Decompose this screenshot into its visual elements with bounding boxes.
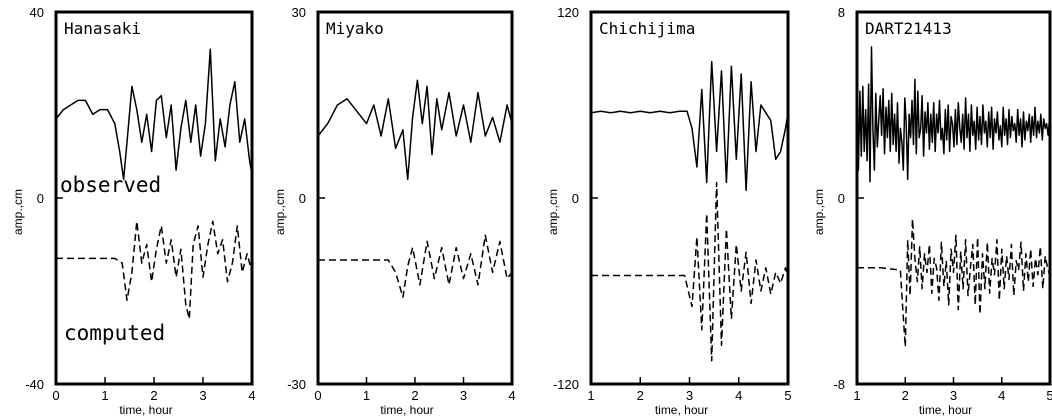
- chart-panel-3: 1 2 3 4 5 120 0 -120 Chichijima time, hour amp.,cm: [546, 5, 792, 417]
- computed-series-line: [56, 220, 253, 320]
- x-tick-label: 0: [314, 388, 321, 403]
- x-tick-label: 5: [1046, 388, 1052, 403]
- x-tick-label: 3: [460, 388, 467, 403]
- x-tick-label: 2: [150, 388, 157, 403]
- chart-panel-4: 1 2 3 4 5 8 0 -8 DART21413 time, hour amp.,cm: [812, 5, 1052, 417]
- y-tick-label: 40: [30, 5, 44, 20]
- station-name-label: Miyako: [326, 19, 384, 38]
- observed-series-line: [317, 79, 513, 181]
- x-tick-label: 4: [735, 388, 742, 403]
- y-tick-label: 0: [838, 191, 845, 206]
- x-axis-label: time, hour: [380, 403, 433, 417]
- x-tick-label: 0: [52, 388, 59, 403]
- x-tick-label: 2: [902, 388, 909, 403]
- y-tick-label: -120: [553, 377, 579, 392]
- x-tick-label: 2: [637, 388, 644, 403]
- x-tick-label: 1: [853, 388, 860, 403]
- x-axis-label: time, hour: [119, 403, 172, 417]
- y-tick-label: 0: [37, 191, 44, 206]
- x-tick-label: 1: [363, 388, 370, 403]
- x-axis-label: time, hour: [919, 403, 972, 417]
- annotation-label: computed: [64, 321, 165, 345]
- y-tick-label: -30: [287, 377, 306, 392]
- y-tick-label: 30: [292, 5, 306, 20]
- y-tick-label: -40: [25, 377, 44, 392]
- x-tick-label: 5: [784, 388, 791, 403]
- x-tick-label: 1: [587, 388, 594, 403]
- station-name-label: DART21413: [865, 19, 952, 38]
- y-axis-label: amp.,cm: [546, 189, 560, 235]
- chart-panel-1: 0 1 2 3 4 40 0 -40 Hanasaki time, hour amp.,cm obse…: [11, 5, 256, 417]
- observed-series-line: [856, 46, 1051, 183]
- observed-series-line: [55, 48, 253, 181]
- station-name-label: Chichijima: [599, 19, 695, 38]
- x-tick-label: 4: [248, 388, 255, 403]
- x-tick-label: 3: [950, 388, 957, 403]
- y-tick-label: -8: [833, 377, 845, 392]
- x-tick-label: 2: [411, 388, 418, 403]
- station-name-label: Hanasaki: [64, 19, 141, 38]
- x-tick-label: 4: [998, 388, 1005, 403]
- computed-series-line: [857, 218, 1051, 348]
- plot-frame: [316, 10, 514, 386]
- plot-frame: [589, 10, 790, 386]
- y-tick-label: 0: [299, 191, 306, 206]
- y-axis-label: amp.,cm: [11, 189, 25, 235]
- y-tick-label: 0: [572, 191, 579, 206]
- x-tick-label: 3: [199, 388, 206, 403]
- annotation-label: observed: [60, 173, 161, 197]
- x-tick-label: 1: [101, 388, 108, 403]
- y-axis-label: amp.,cm: [812, 189, 826, 235]
- x-tick-label: 3: [686, 388, 693, 403]
- y-tick-label: 120: [557, 5, 579, 20]
- computed-series-line: [591, 181, 789, 362]
- chart-panel-2: 0 1 2 3 4 30 0 -30 Miyako time, hour amp.,cm: [273, 5, 516, 417]
- computed-series-line: [318, 234, 513, 298]
- plot-frame: [855, 10, 1052, 386]
- y-axis-label: amp.,cm: [273, 189, 287, 235]
- y-tick-label: 8: [838, 5, 845, 20]
- x-axis-label: time, hour: [655, 403, 708, 417]
- observed-series-line: [590, 60, 789, 192]
- x-tick-label: 4: [508, 388, 515, 403]
